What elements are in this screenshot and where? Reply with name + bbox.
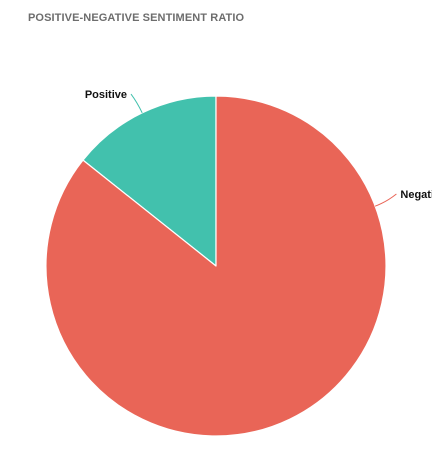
pie-slice-negative[interactable]	[45, 95, 387, 437]
connector-positive	[130, 93, 143, 114]
pie-label-negative: Negative	[400, 189, 432, 201]
pie-labels: Positive Negative	[85, 89, 432, 201]
pie-slice-positive[interactable]	[82, 95, 217, 267]
pie-label-connectors	[130, 93, 397, 207]
chart-title: POSITIVE-NEGATIVE SENTIMENT RATIO	[28, 12, 245, 24]
pie-label-positive: Positive	[85, 89, 127, 101]
pie-slices	[45, 95, 387, 437]
connector-negative	[374, 193, 397, 207]
